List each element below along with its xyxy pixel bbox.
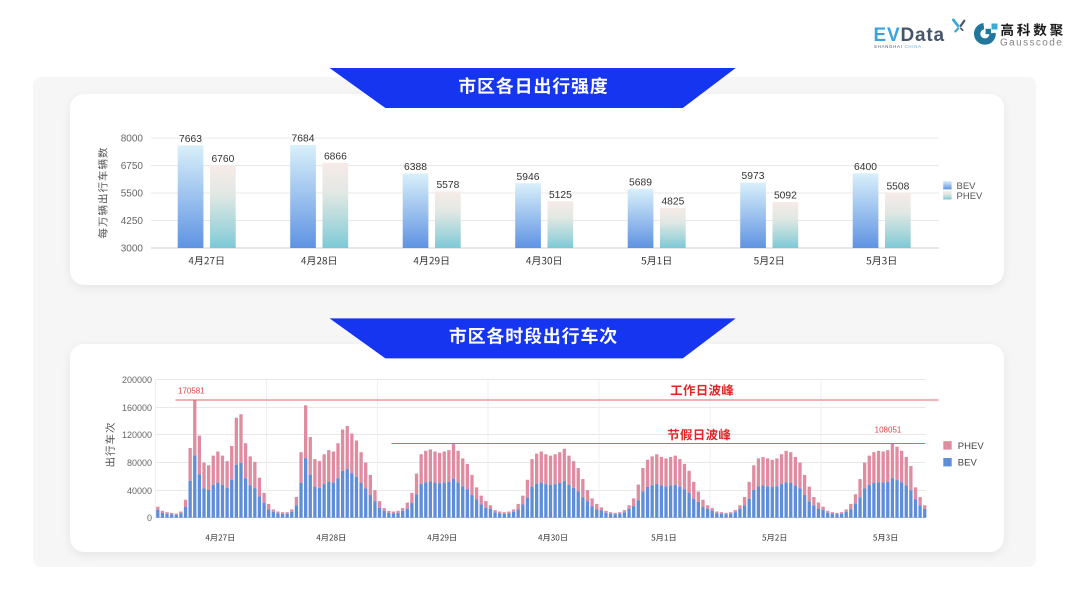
svg-text:SHANGHAI CHINA: SHANGHAI CHINA [874, 44, 922, 49]
svg-text:4825: 4825 [661, 196, 684, 207]
svg-text:8000: 8000 [121, 134, 144, 145]
svg-text:PHEV: PHEV [958, 441, 985, 452]
svg-text:6388: 6388 [404, 162, 427, 173]
svg-text:5689: 5689 [629, 177, 652, 188]
svg-text:5973: 5973 [742, 171, 765, 182]
svg-text:80000: 80000 [127, 458, 152, 468]
svg-text:5946: 5946 [517, 172, 540, 183]
svg-text:6866: 6866 [324, 152, 347, 163]
svg-text:BEV: BEV [957, 181, 977, 192]
svg-text:6760: 6760 [211, 154, 234, 165]
svg-text:PHEV: PHEV [957, 191, 984, 202]
svg-text:5500: 5500 [121, 189, 144, 200]
svg-text:5092: 5092 [774, 191, 797, 202]
svg-text:170581: 170581 [178, 387, 205, 396]
svg-text:5125: 5125 [549, 190, 572, 201]
svg-text:7663: 7663 [179, 134, 202, 145]
svg-text:4250: 4250 [121, 216, 144, 227]
svg-text:0: 0 [147, 513, 152, 523]
svg-text:3000: 3000 [121, 244, 144, 255]
svg-text:40000: 40000 [127, 486, 152, 496]
svg-text:6750: 6750 [121, 161, 144, 172]
svg-text:5578: 5578 [436, 180, 459, 191]
svg-text:120000: 120000 [122, 430, 152, 440]
svg-text:Gausscode: Gausscode [1000, 38, 1063, 49]
svg-text:7684: 7684 [292, 134, 315, 145]
svg-text:BEV: BEV [958, 458, 978, 469]
svg-text:EVData: EVData [874, 25, 945, 46]
svg-text:6400: 6400 [854, 162, 877, 173]
svg-text:5508: 5508 [886, 181, 909, 192]
svg-text:108051: 108051 [875, 426, 902, 435]
svg-text:200000: 200000 [122, 375, 152, 385]
svg-text:160000: 160000 [122, 403, 152, 413]
